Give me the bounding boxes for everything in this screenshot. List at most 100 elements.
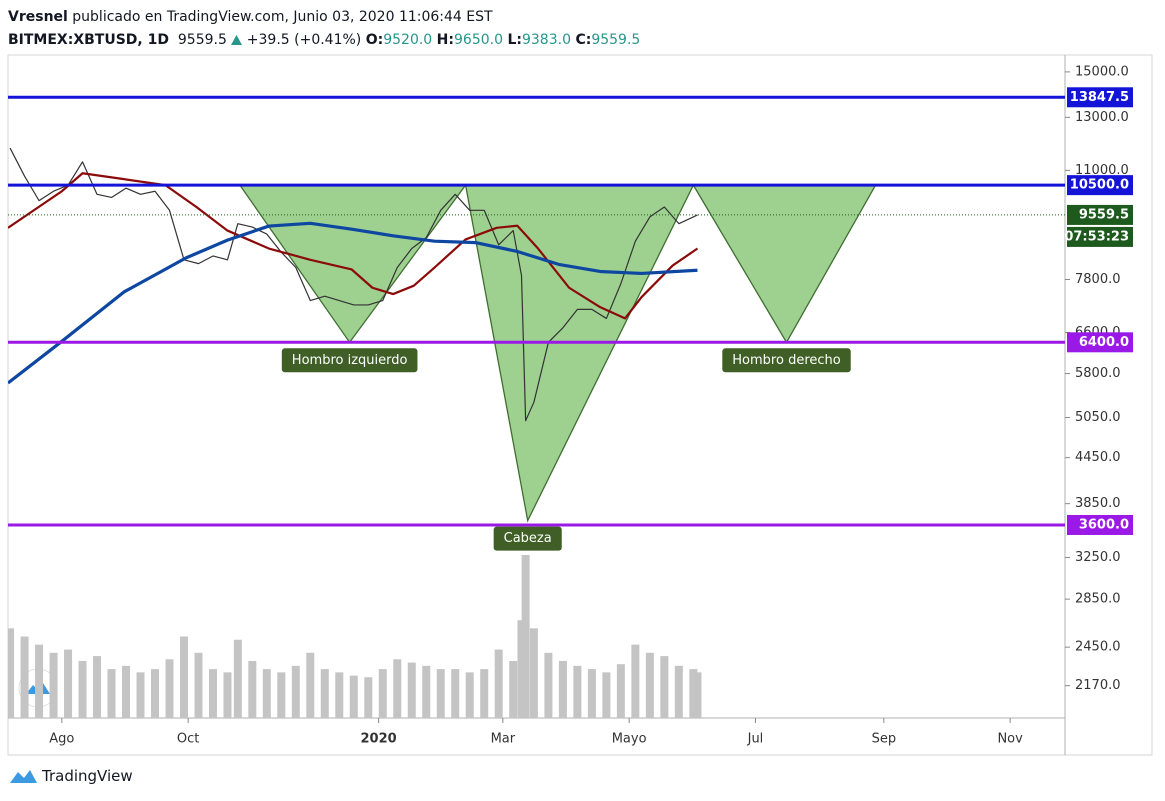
ohlc-value: 9383.0 bbox=[521, 32, 571, 48]
brand: TradingView bbox=[42, 767, 133, 785]
volume-bar bbox=[20, 636, 29, 718]
ohlc-key: O: bbox=[365, 32, 384, 48]
volume-bar bbox=[151, 669, 160, 718]
frame bbox=[7, 54, 1153, 756]
level-box bbox=[1067, 332, 1133, 353]
volume-bar bbox=[194, 652, 203, 718]
annotation-box bbox=[281, 348, 418, 373]
volume-bar bbox=[335, 672, 344, 718]
ohlc-key: C: bbox=[575, 32, 592, 48]
volume-bar bbox=[107, 669, 116, 718]
volume-bar bbox=[179, 636, 188, 718]
volume-bar bbox=[306, 652, 315, 718]
volume-bar bbox=[587, 669, 596, 718]
volume-bar bbox=[136, 672, 145, 718]
header-line1: Vresnel publicado en TradingView.com, Ju… bbox=[8, 6, 640, 29]
volume-bar bbox=[544, 652, 553, 718]
chart: 15000.013000.011000.07800.06600.05800.05… bbox=[7, 54, 1153, 756]
annotation: Hombro derecho bbox=[732, 353, 840, 368]
x-tick-label: Nov bbox=[997, 732, 1023, 747]
volume-bar bbox=[291, 665, 300, 718]
countdown-label: 07:53:23 bbox=[1064, 229, 1129, 244]
pattern-triangle bbox=[238, 184, 467, 344]
y-tick-label: 5800.0 bbox=[1075, 366, 1121, 381]
countdown-box bbox=[1067, 226, 1133, 247]
volume-bar bbox=[64, 649, 73, 718]
y-tick-label: 4450.0 bbox=[1075, 450, 1121, 465]
level-box bbox=[1067, 514, 1133, 535]
y-tick-label: 2450.0 bbox=[1075, 640, 1121, 655]
x-tick-label: 2020 bbox=[361, 732, 397, 747]
annotation-box bbox=[722, 348, 851, 373]
annotation: Cabeza bbox=[504, 531, 552, 546]
header-line2: BITMEX:XBTUSD, 1D 9559.5 +39.5 (+0.41%) … bbox=[8, 29, 640, 52]
volume-bar bbox=[529, 628, 538, 718]
volume-bar bbox=[223, 672, 232, 718]
y-tick-label: 2850.0 bbox=[1075, 592, 1121, 607]
last-price-label: 9559.5 bbox=[1079, 207, 1129, 222]
volume-bar bbox=[480, 669, 489, 718]
volume-bar bbox=[78, 660, 87, 718]
annotation-box bbox=[493, 526, 562, 551]
level-label: 13847.5 bbox=[1070, 90, 1129, 105]
y-tick-label: 13000.0 bbox=[1075, 110, 1129, 125]
volume-bar bbox=[660, 656, 669, 718]
volume-bar bbox=[93, 656, 102, 718]
price: 9559.5 bbox=[177, 32, 227, 48]
volume-bar bbox=[364, 677, 373, 718]
volume-bar bbox=[262, 669, 271, 718]
ohlc: O:9520.0 H:9650.0 L:9383.0 C:9559.5 bbox=[366, 32, 641, 48]
y-tick-label: 11000.0 bbox=[1075, 163, 1129, 178]
up-arrow bbox=[231, 35, 243, 45]
volume-bar bbox=[277, 672, 286, 718]
volume-bar bbox=[436, 669, 445, 718]
volume-bar bbox=[517, 620, 526, 718]
volume-bar bbox=[349, 675, 358, 718]
volume-bar bbox=[451, 669, 460, 718]
volume-bar bbox=[393, 659, 402, 718]
logo bbox=[10, 770, 37, 783]
y-tick-label: 7800.0 bbox=[1075, 272, 1121, 287]
volume-bar bbox=[233, 639, 242, 718]
volume-bar bbox=[521, 555, 530, 718]
pattern-triangle bbox=[692, 184, 877, 344]
x-tick-label: Oct bbox=[177, 732, 199, 747]
volume-bar bbox=[378, 669, 387, 718]
y-tick-label: 15000.0 bbox=[1075, 64, 1129, 79]
volume-bar bbox=[573, 665, 582, 718]
level-label: 3600.0 bbox=[1079, 517, 1129, 532]
published: publicado en TradingView.com, Junio 03, … bbox=[72, 9, 493, 25]
price-line bbox=[9, 147, 698, 422]
author: Vresnel bbox=[8, 9, 68, 25]
ohlc-key: L: bbox=[507, 32, 522, 48]
level-box bbox=[1067, 87, 1133, 108]
volume-bar bbox=[674, 665, 683, 718]
volume-bar bbox=[465, 672, 474, 718]
ohlc-value: 9559.5 bbox=[591, 32, 641, 48]
volume-bar bbox=[645, 652, 654, 718]
level-label: 6400.0 bbox=[1079, 335, 1129, 350]
last-price-box bbox=[1067, 204, 1133, 225]
level-box bbox=[1067, 175, 1133, 196]
y-tick-label: 2170.0 bbox=[1075, 678, 1121, 693]
price-line bbox=[8, 221, 698, 385]
ohlc-value: 9650.0 bbox=[454, 32, 503, 48]
change: +39.5 (+0.41%) bbox=[246, 32, 362, 48]
volume-bar bbox=[602, 672, 611, 718]
footer: TradingView bbox=[8, 766, 133, 786]
x-tick-label: Ago bbox=[49, 732, 74, 747]
volume-bar bbox=[35, 644, 44, 718]
symbol: BITMEX:XBTUSD, 1D bbox=[8, 32, 169, 48]
y-tick-label: 3850.0 bbox=[1075, 496, 1121, 511]
volume-bar bbox=[407, 662, 416, 718]
plot bbox=[8, 147, 877, 718]
annotation: Hombro izquierdo bbox=[292, 353, 408, 368]
volume-bar bbox=[616, 664, 625, 718]
volume-bar bbox=[693, 672, 702, 718]
ohlc-value: 9520.0 bbox=[383, 32, 433, 48]
volume-bar bbox=[422, 665, 431, 718]
ohlc-key: H: bbox=[436, 32, 454, 48]
volume-bar bbox=[689, 669, 698, 718]
y-tick-label: 3250.0 bbox=[1075, 550, 1121, 565]
